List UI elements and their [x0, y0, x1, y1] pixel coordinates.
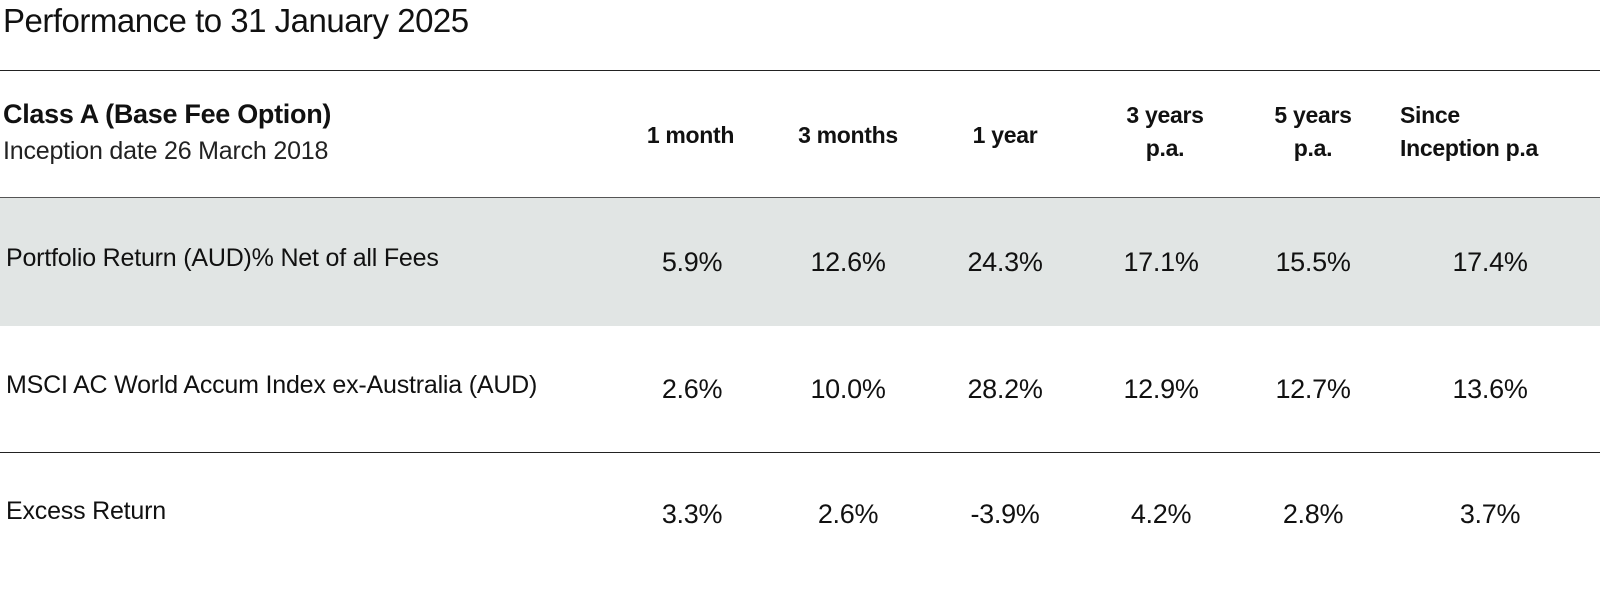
cell-3-years: 17.1% [1123, 247, 1199, 277]
cell-1-year: 24.3% [967, 247, 1043, 277]
cell-1-month: 5.9% [661, 247, 723, 277]
column-header-3-months: 3 months [798, 122, 898, 148]
cell-1-year: -3.9% [970, 499, 1040, 529]
cell-1-month: 3.3% [661, 499, 723, 529]
cell-5-years: 2.8% [1282, 499, 1344, 529]
cell-since-inception: 3.7% [1459, 499, 1521, 529]
cell-5-years: 15.5% [1275, 247, 1351, 277]
page-title: Performance to 31 January 2025 [3, 2, 469, 39]
cell-3-years: 4.2% [1130, 499, 1192, 529]
cell-since-inception: 13.6% [1452, 374, 1528, 404]
table-header: Class A (Base Fee Option) Inception date… [0, 71, 1600, 197]
cell-3-years: 12.9% [1123, 374, 1199, 404]
inception-date: Inception date 26 March 2018 [3, 137, 329, 165]
cell-3-months: 2.6% [817, 499, 879, 529]
cell-3-months: 12.6% [810, 247, 886, 277]
row-label: Portfolio Return (AUD)% Net of all Fees [6, 244, 439, 272]
column-header-1-year: 1 year [972, 122, 1038, 148]
cell-1-month: 2.6% [661, 374, 723, 404]
table-row-excess-return: Excess Return 3.3% 2.6% -3.9% 4.2% 2.8% … [0, 453, 1600, 597]
top-divider [0, 70, 1600, 71]
header-divider [0, 197, 1600, 198]
table-row-msci-index: MSCI AC World Accum Index ex-Australia (… [0, 326, 1600, 452]
row-label: Excess Return [6, 497, 166, 525]
column-header-3-years: 3 years p.a. [1126, 102, 1204, 161]
table-row-portfolio-return: Portfolio Return (AUD)% Net of all Fees … [0, 198, 1600, 326]
cell-3-months: 10.0% [810, 374, 886, 404]
column-header-5-years: 5 years p.a. [1274, 102, 1352, 161]
cell-1-year: 28.2% [967, 374, 1043, 404]
row-divider [0, 452, 1600, 453]
row-label: MSCI AC World Accum Index ex-Australia (… [6, 371, 538, 399]
column-header-1-month: 1 month [646, 122, 735, 148]
cell-since-inception: 17.4% [1452, 247, 1528, 277]
column-header-since-inception: Since Inception p.a [1400, 102, 1538, 161]
cell-5-years: 12.7% [1275, 374, 1351, 404]
class-name: Class A (Base Fee Option) [3, 99, 332, 129]
